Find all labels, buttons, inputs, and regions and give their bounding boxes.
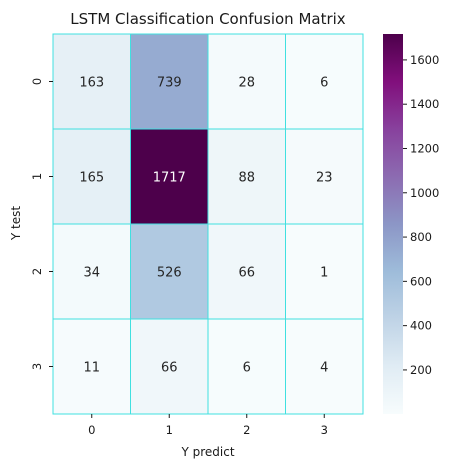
y-tick-label: 1 [30,173,44,180]
cell-value-r0-c2: 28 [238,76,255,91]
cell-value-r2-c1: 526 [157,266,182,281]
heatmap-cell-r1-c0 [52,128,131,225]
cell-value-r1-c0: 165 [79,171,104,186]
heatmap-cells [52,33,364,415]
y-tick-label: 0 [30,78,44,85]
cell-value-r1-c1: 1717 [153,171,186,186]
x-tick-label: 2 [243,423,250,437]
x-tick-label: 0 [88,423,95,437]
cell-value-r3-c1: 66 [161,361,178,376]
x-axis-label: Y predict [180,445,234,459]
heatmap-cell-r1-c3 [285,128,364,225]
cell-value-r2-c2: 66 [238,266,255,281]
cell-value-r1-c2: 88 [238,171,255,186]
heatmap-cell-r0-c3 [285,33,364,130]
heatmap-cell-r0-c1 [130,33,209,130]
colorbar-tick-label: 600 [410,274,432,288]
cell-value-r2-c0: 34 [83,266,100,281]
cell-value-r3-c0: 11 [83,361,100,376]
colorbar-ticks: 200 400 600 800 1000 1200 1400 1600 [403,53,439,377]
colorbar-tick-label: 200 [410,363,432,377]
heatmap-cell-r0-c0 [52,33,131,130]
heatmap-cell-r0-c2 [207,33,286,130]
heatmap-cell-r3-c0 [52,318,131,415]
y-tick-label: 2 [30,268,44,275]
x-axis-ticks: 0 1 2 3 [88,414,328,437]
colorbar-tick-label: 1000 [410,186,439,200]
x-tick-label: 1 [166,423,173,437]
colorbar-tick-label: 1200 [410,141,439,155]
colorbar [383,34,403,414]
heatmap-cell-r2-c1 [130,223,209,320]
x-tick-label: 3 [321,423,328,437]
heatmap-cell-r1-c1 [130,128,209,225]
y-tick-label: 3 [30,363,44,370]
cell-value-r3-c3: 4 [320,361,328,376]
heatmap-cell-r3-c1 [130,318,209,415]
colorbar-tick-label: 400 [410,319,432,333]
cell-value-r1-c3: 23 [316,171,333,186]
colorbar-tick-label: 800 [410,230,432,244]
cell-value-r2-c3: 1 [320,266,328,281]
cell-value-r0-c3: 6 [320,76,328,91]
heatmap-cell-r2-c3 [285,223,364,320]
cell-value-r0-c1: 739 [157,76,182,91]
cell-value-r3-c2: 6 [243,361,251,376]
colorbar-tick-label: 1400 [410,97,439,111]
heatmap-cell-r3-c3 [285,318,364,415]
chart-title: LSTM Classification Confusion Matrix [70,10,345,28]
y-axis-label: Y test [9,206,23,241]
y-axis-ticks: 0 1 2 3 [30,78,53,370]
colorbar-tick-label: 1600 [410,53,439,67]
cell-value-r0-c0: 163 [79,76,104,91]
